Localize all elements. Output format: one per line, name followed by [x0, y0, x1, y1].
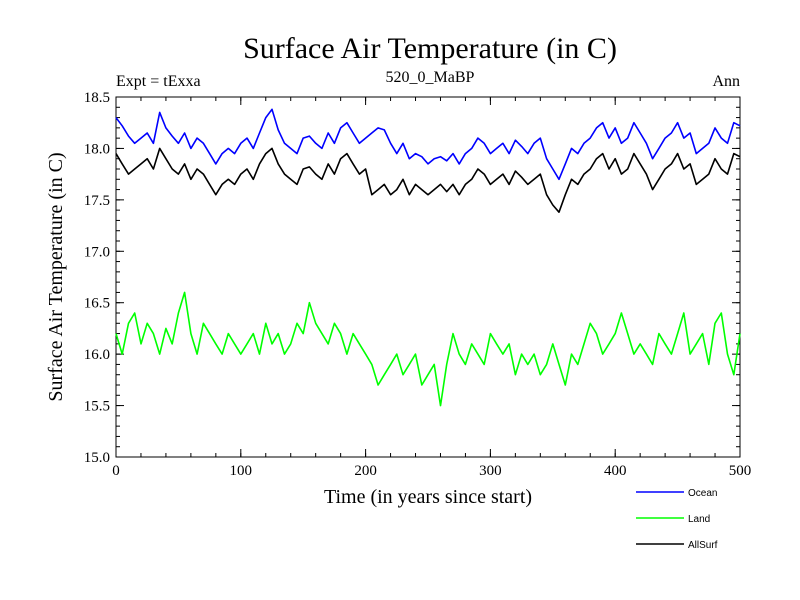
series-line-allsurf [115, 147, 741, 213]
legend-label-ocean: Ocean [688, 488, 717, 499]
y-tick-label: 15.0 [84, 450, 110, 466]
period-label: Ann [712, 73, 740, 90]
x-tick-label: 400 [604, 463, 627, 479]
y-axis-label: Surface Air Temperature (in C) [45, 152, 67, 401]
x-tick-label: 500 [729, 463, 752, 479]
series-lines [115, 108, 741, 407]
series-line-land [115, 291, 741, 407]
y-tick-label: 17.0 [84, 244, 110, 260]
x-axis: 0 100 200 300 400 500 [112, 97, 751, 479]
y-tick-label: 18.0 [84, 141, 110, 157]
y-tick-label: 18.5 [84, 90, 110, 106]
legend: Ocean Land AllSurf [636, 488, 718, 551]
y-tick-label: 16.0 [84, 347, 110, 363]
experiment-label: Expt = tExxa [116, 73, 201, 90]
y-tick-label: 15.5 [84, 399, 110, 415]
x-tick-label: 100 [230, 463, 253, 479]
chart-title: Surface Air Temperature (in C) [243, 32, 617, 65]
legend-label-land: Land [688, 514, 710, 525]
x-tick-label: 0 [112, 463, 120, 479]
x-tick-label: 300 [479, 463, 502, 479]
chart-subtitle: 520_0_MaBP [386, 69, 475, 86]
plot-frame [115, 96, 741, 458]
x-tick-label: 200 [354, 463, 377, 479]
legend-label-allsurf: AllSurf [688, 540, 718, 551]
y-tick-label: 17.5 [84, 193, 110, 209]
series-line-ocean [115, 108, 741, 181]
y-axis: 15.0 15.5 16.0 16.5 17.0 17.5 18.0 18.5 [84, 90, 740, 466]
x-axis-label: Time (in years since start) [324, 486, 532, 508]
y-tick-label: 16.5 [84, 296, 110, 312]
